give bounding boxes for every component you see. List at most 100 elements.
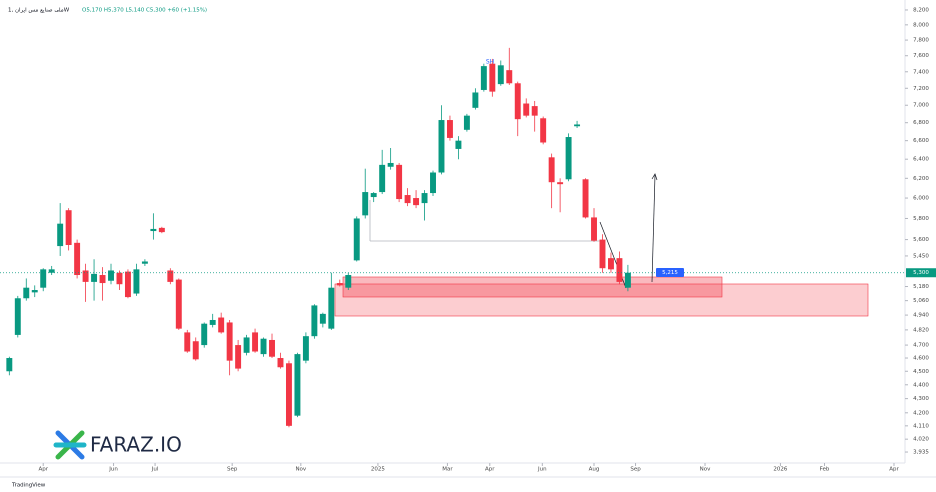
x-tick-label: 2025	[371, 467, 385, 473]
candle-body	[6, 358, 13, 372]
candle-body	[531, 106, 538, 116]
candle-body	[99, 275, 106, 284]
candle-body	[184, 332, 191, 352]
x-tick-label: Nov	[295, 467, 306, 473]
projection-arrow	[651, 174, 656, 283]
y-tick-label: 6,200	[913, 176, 929, 182]
candle-body	[158, 227, 165, 233]
y-tick-label: 7,200	[913, 86, 929, 92]
y-tick-label: 4,200	[913, 410, 929, 416]
x-tick-label: Aug	[589, 467, 600, 473]
logo-mark	[53, 430, 87, 460]
candle-body	[574, 124, 581, 127]
candle-body	[421, 193, 428, 204]
x-tick-label: Apr	[38, 467, 48, 473]
y-tick-label: 3,935	[913, 450, 929, 456]
price-tag	[906, 268, 936, 278]
level-label: 5,215	[662, 270, 678, 276]
candle-body	[328, 287, 335, 329]
candle-body	[624, 272, 631, 288]
y-tick-label: 4,820	[913, 327, 929, 333]
y-tick-label: 7,000	[913, 103, 929, 109]
candle-body	[523, 103, 530, 116]
y-tick-label: 4,400	[913, 382, 929, 388]
x-tick-label: Sep	[630, 467, 641, 473]
candle-body	[506, 70, 513, 84]
brand: TradingView	[11, 483, 46, 489]
candle-body	[540, 118, 547, 143]
y-tick-label: 7,400	[913, 69, 929, 75]
candle-body	[362, 192, 369, 216]
candle-body	[336, 283, 343, 286]
candle-body	[175, 279, 182, 329]
candle-body	[557, 182, 564, 185]
candle-body	[260, 338, 267, 355]
candle-body	[565, 137, 572, 180]
arrow-head	[651, 173, 658, 181]
candle-body	[370, 193, 377, 198]
candle-body	[514, 83, 521, 120]
candle-body	[413, 198, 420, 206]
candle-body	[167, 270, 174, 282]
candle-body	[599, 239, 606, 269]
candle-body	[124, 271, 131, 298]
candle-body	[141, 261, 148, 264]
candle-body	[463, 115, 470, 130]
y-tick-label: 5,800	[913, 216, 929, 222]
candle-body	[65, 210, 72, 245]
logo-text: FARAZ.IO	[90, 433, 182, 457]
y-tick-label: 5,600	[913, 237, 929, 243]
candle-body	[480, 66, 487, 90]
y-tick-label: 6,400	[913, 157, 929, 163]
candle-body	[294, 354, 301, 416]
candle-body	[607, 258, 614, 270]
y-tick-label: 7,800	[913, 38, 929, 44]
demand-zone	[334, 283, 869, 317]
y-tick-label: 7,600	[913, 53, 929, 59]
candle-body	[387, 162, 394, 167]
candle-body	[91, 273, 98, 282]
y-tick-label: 4,110	[913, 423, 929, 429]
x-tick-label: Sep	[227, 467, 238, 473]
y-tick-label: 5,060	[913, 298, 929, 304]
y-tick-label: 4,940	[913, 313, 929, 319]
candle-body	[23, 287, 30, 299]
candle-body	[74, 242, 81, 276]
candle-body	[379, 164, 386, 193]
candle-body	[438, 120, 445, 173]
y-tick-label: 6,800	[913, 120, 929, 126]
y-tick-label: 6,600	[913, 138, 929, 144]
candles	[6, 47, 631, 428]
candle-body	[252, 332, 259, 352]
candle-body	[404, 195, 411, 204]
candle-body	[302, 336, 309, 361]
candle-body	[319, 313, 326, 324]
candle-body	[311, 305, 318, 337]
symbol: ملی صنایع مس ایران ,1W	[8, 8, 70, 14]
candle-body	[133, 269, 140, 294]
candle-body	[243, 337, 250, 353]
candle-body	[472, 92, 479, 108]
y-tick-label: 8,200	[913, 7, 929, 13]
ohlc: O5,170 H5,370 L5,140 C5,300 +60 (+1.15%)	[82, 8, 207, 14]
y-tick-label: 6,000	[913, 196, 929, 202]
candle-body	[218, 317, 225, 333]
candle-body	[353, 218, 360, 261]
price-tag-label: 5,300	[913, 270, 929, 276]
x-tick-label: Jun	[537, 467, 547, 473]
x-tick-label: Jun	[108, 467, 118, 473]
candle-body	[345, 275, 352, 288]
demand-zone	[342, 276, 723, 298]
candle-body	[108, 270, 114, 281]
candle-body	[48, 269, 55, 273]
candle-body	[116, 272, 123, 285]
candle-body	[430, 172, 436, 194]
candle-body	[192, 341, 199, 360]
candle-body	[57, 223, 64, 247]
candle-body	[616, 258, 623, 282]
x-tick-label: Apr	[485, 467, 495, 473]
candle-body	[226, 322, 233, 361]
candle-body	[591, 217, 597, 241]
